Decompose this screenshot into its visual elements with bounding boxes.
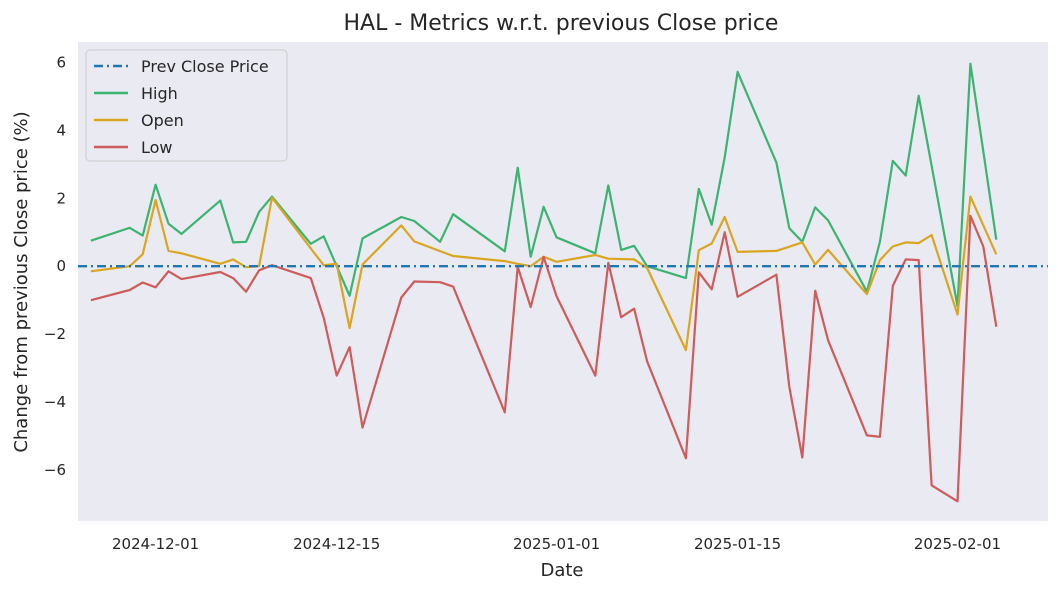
x-tick-label: 2025-01-15: [694, 535, 781, 553]
x-tick-label: 2024-12-01: [112, 535, 199, 553]
y-tick-label: −6: [44, 461, 66, 479]
legend-label: Open: [141, 111, 184, 130]
y-tick-label: 2: [56, 189, 66, 207]
y-tick-label: 0: [56, 257, 66, 275]
x-tick-label: 2024-12-15: [293, 535, 380, 553]
legend-label: Prev Close Price: [141, 57, 269, 76]
legend-label: High: [141, 84, 178, 103]
series-line-low: [90, 214, 998, 503]
y-axis-label: Change from previous Close price (%): [11, 111, 32, 452]
chart-title: HAL - Metrics w.r.t. previous Close pric…: [344, 11, 779, 36]
series-lines: [78, 62, 1048, 503]
series-line-high: [90, 62, 998, 308]
y-tick-label: 4: [56, 121, 66, 139]
x-tick-label: 2025-02-01: [914, 535, 1001, 553]
series-line-open: [90, 195, 998, 352]
x-tick-label: 2025-01-01: [513, 535, 600, 553]
y-tick-label: −4: [44, 393, 66, 411]
x-axis-ticks: 2024-12-01 2024-12-15 2025-01-01 2025-01-15…: [112, 535, 1001, 553]
legend-box: [85, 49, 288, 162]
x-axis-label: Date: [540, 560, 583, 581]
legend: Prev Close Price High Open Low: [85, 49, 288, 162]
y-tick-label: 6: [56, 53, 66, 71]
y-tick-label: −2: [44, 325, 66, 343]
y-axis-ticks: −6 −4 −2 0 2 4 6: [44, 53, 66, 479]
legend-label: Low: [141, 138, 173, 157]
